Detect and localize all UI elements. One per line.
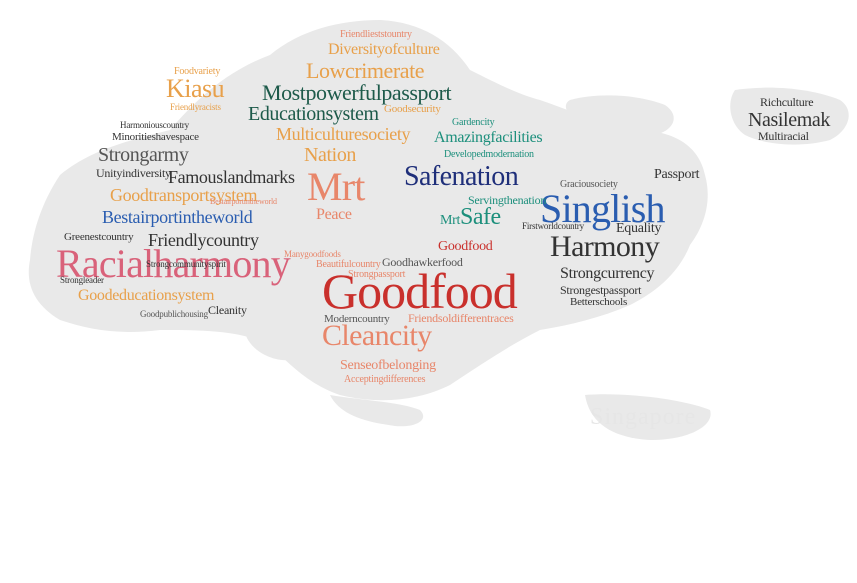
word-singlish: Singlish (540, 186, 666, 231)
word-goodhawkerfood: Goodhawkerfood (382, 255, 463, 269)
word-friendsofdifferentraces: Friendsoldifferentraces (408, 311, 514, 325)
word-greenestcountry: Greenestcountry (64, 231, 134, 243)
word-goodfood-small: Goodfood (438, 239, 493, 254)
word-senseofbelonging: Senseofbelonging (340, 358, 436, 373)
word-mostpowerfulpassport: Mostpowerfulpassport (262, 80, 452, 105)
word-passport: Passport (654, 167, 700, 182)
word-strongcommunityspirit: Strongcommunityspirit (146, 259, 226, 269)
word-strongleader: Strongleader (60, 275, 104, 285)
word-strongarmy: Strongarmy (98, 144, 189, 166)
word-nation: Nation (304, 144, 357, 166)
word-nasilemak: Nasilemak (748, 109, 830, 131)
word-famouslandmarks: Famouslandmarks (168, 167, 295, 187)
word-bestairport-small: Bestairportintheworld (210, 197, 277, 206)
word-goodeducationsystem: Goodeducationsystem (78, 287, 215, 304)
word-foodvariety: Foodvariety (174, 66, 221, 77)
word-minoritieshavespace: Minoritieshavespace (112, 131, 199, 143)
word-diversityofculture: Diversityofculture (328, 41, 440, 58)
word-safenation: Safenation (404, 161, 519, 192)
word-goodfood-main: Goodfood (322, 263, 518, 319)
word-acceptingdifferences: Acceptingdifferences (344, 374, 426, 385)
word-friendlycountry: Friendlycountry (148, 230, 259, 250)
word-firstworldcountry: Firstworldcountry (522, 221, 584, 231)
word-betterschools: Betterschools (570, 296, 628, 308)
word-safe: Safe (460, 204, 501, 230)
word-developedmodernation: Developedmodernation (444, 149, 534, 160)
word-amazingfacilities: Amazingfacilities (434, 129, 543, 146)
word-strongpassport: Strongpassport (348, 269, 406, 280)
word-friendlyracists: Friendlyracists (170, 102, 221, 112)
word-unityindiversity: Unityindiversity (96, 166, 171, 180)
word-mrt-teal: Mrt (440, 213, 461, 228)
word-moderncountry: Moderncountry (324, 313, 390, 325)
word-lowcrimerate: Lowcrimerate (306, 58, 425, 83)
word-gardencity: Gardencity (452, 117, 495, 128)
word-mrt: Mrt (307, 164, 365, 209)
word-multiculturesociety: Multiculturesociety (276, 124, 411, 144)
word-racialharmony: Racialharmony (56, 241, 291, 286)
word-equality: Equality (616, 221, 662, 236)
word-multiracial: Multiracial (758, 129, 809, 143)
singapore-watermark: Singapore (590, 404, 697, 430)
word-beautifulcountry: Beautifulcountry (316, 259, 381, 270)
word-bestairportintheworld: Bestairportintheworld (102, 207, 253, 227)
word-strongcurrency: Strongcurrency (560, 265, 655, 282)
word-cleancity: Cleancity (322, 319, 432, 352)
word-harmony: Harmony (550, 230, 660, 263)
landmass (28, 20, 849, 440)
word-servingthenation: Servingthenation (468, 193, 547, 207)
word-manygoodfoods: Manygoodfoods (284, 249, 341, 259)
word-graciousociety: Graciousociety (560, 179, 618, 190)
word-strongestpassport: Strongestpassport (560, 283, 642, 297)
word-peace: Peace (316, 206, 352, 223)
word-goodpublichousing: Goodpublichousing (140, 309, 208, 319)
word-educationsystem: Educationsystem (248, 103, 379, 125)
word-richculture: Richculture (760, 95, 814, 109)
word-goodsecurity: Goodsecurity (384, 103, 441, 115)
word-harmoniouscountry: Harmoniouscountry (120, 120, 189, 130)
word-kiasu: Kiasu (166, 74, 225, 103)
word-goodtransportsystem: Goodtransportsystem (110, 185, 258, 205)
word-cleanity: Cleanity (208, 303, 247, 317)
word-friendliestcountry: Friendlieststountry (340, 29, 412, 40)
